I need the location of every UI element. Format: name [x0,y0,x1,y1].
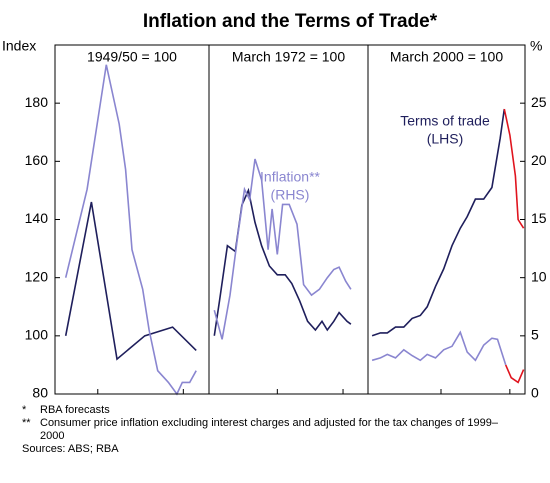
y2-tick-label: 10 [531,268,547,284]
panel-subtitle: 1949/50 = 100 [87,49,177,65]
footnote-marker: ** [22,417,31,429]
y-tick-label: 120 [25,268,49,284]
y2-tick-label: 25 [531,94,547,110]
footnote: * RBA forecasts [22,404,542,417]
panel-subtitle: March 1972 = 100 [232,49,345,65]
series-line [64,201,197,361]
x-tick-label: 1976 [262,399,293,400]
x-tick-label: 1951 [82,399,113,400]
footnote-text: RBA forecasts [40,404,110,416]
annotation: (RHS) [271,187,310,203]
y-tick-label: 180 [25,94,49,110]
panel-subtitle: March 2000 = 100 [390,49,503,65]
notes: * RBA forecasts ** Consumer price inflatio… [22,404,542,456]
y2-tick-label: 20 [531,152,547,168]
y-axis-label: Index [2,38,36,54]
footnote-text: Consumer price inflation excluding inter… [40,417,499,442]
x-tick-label: 2004 [425,399,456,400]
y-tick-label: 140 [25,210,49,226]
y-tick-label: 160 [25,152,49,168]
y2-tick-label: 0 [531,385,539,400]
footnote-marker: * [22,404,27,416]
series-line [503,108,525,229]
series-line [213,158,352,340]
x-tick-label: 1955 [168,399,199,400]
series-line [371,330,507,366]
chart-title: Inflation and the Terms of Trade* [143,11,438,32]
footnote: ** Consumer price inflation excluding int… [22,417,542,443]
y2-axis-label: % [530,38,542,54]
annotation: Inflation** [260,169,320,185]
series-line [64,64,197,396]
annotation: Terms of trade [400,113,490,129]
x-tick-label: 2009 [494,399,525,400]
annotation: (LHS) [427,131,464,147]
x-tick-label: 1981 [327,399,358,400]
plot-frame [54,44,526,395]
y2-tick-label: 15 [531,210,547,226]
series-line [371,108,506,337]
sources: Sources: ABS; RBA [22,443,119,455]
y-tick-label: 100 [25,327,49,343]
y-tick-label: 80 [32,385,48,400]
series-line [504,364,525,384]
y2-tick-label: 5 [531,327,539,343]
chart: Inflation and the Terms of Trade* Index … [2,11,547,415]
